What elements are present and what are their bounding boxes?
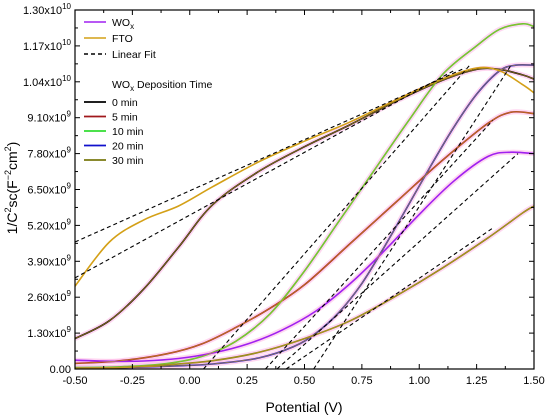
y-tick-label: 6.50x109 [27, 182, 71, 197]
legend-group-label-2: 10 min [112, 126, 144, 138]
y-tick-label: 1.04x1010 [23, 74, 72, 89]
legend-group-label-1: 5 min [112, 112, 138, 124]
legend-label-0: WOx [112, 17, 134, 31]
series-overlay-4 [75, 205, 534, 369]
legend-group-label-4: 30 min [112, 155, 144, 167]
y-tick-label: 3.90x109 [27, 253, 71, 268]
series-overlay-2 [75, 23, 534, 368]
legend-group-title: WOx Deposition Time [112, 79, 212, 93]
series-line-wox [75, 151, 534, 363]
axis-layer: -0.50 -0.25 0.00 0.25 0.50 0.75 1.00 1.25 1.50 0.… [23, 2, 545, 387]
x-tick-label: 0.75 [351, 375, 372, 387]
y-tick-label: 1.17x1010 [23, 38, 72, 53]
x-tick-label: 1.00 [409, 375, 430, 387]
x-tick-label: -0.25 [120, 375, 145, 387]
x-tick-label: 0.25 [236, 375, 257, 387]
linear-fit-4 [313, 64, 512, 369]
legend: WOx FTO Linear Fit WOx Deposition Time 0 min… [84, 17, 212, 167]
series-line-fto [75, 66, 534, 287]
series-overlay-0 [75, 67, 534, 339]
series-band-5 [75, 149, 534, 364]
legend-group-label-0: 0 min [112, 97, 138, 109]
y-tick-label: 1.30x109 [27, 325, 71, 340]
x-tick-label: 1.25 [466, 375, 487, 387]
plot-layer [75, 21, 534, 369]
series-overlay-1 [75, 111, 534, 364]
y-tick-label: 9.10x109 [27, 110, 71, 125]
plot-frame [74, 9, 535, 370]
y-tick-label: 2.60x109 [27, 289, 71, 304]
x-axis-title: Potential (V) [265, 399, 342, 415]
legend-group-label-3: 20 min [112, 141, 144, 153]
y-tick-label: 7.80x109 [27, 146, 71, 161]
linear-fit-2 [203, 64, 471, 369]
y-tick-label: 5.20x109 [27, 217, 71, 232]
x-tick-label: 1.50 [523, 375, 544, 387]
series-overlay-3 [75, 64, 534, 369]
y-tick-label: 0.00 [50, 364, 71, 376]
y-axis-title: 1/C2sc(F−2cm2) [3, 142, 20, 235]
linear-fit-3 [265, 120, 494, 369]
plot-area [75, 21, 534, 369]
legend-label-1: FTO [112, 33, 133, 45]
legend-label-2: Linear Fit [112, 49, 156, 61]
x-tick-label: 0.50 [294, 375, 315, 387]
x-tick-label: -0.50 [62, 375, 87, 387]
linear-fit-0 [75, 67, 466, 243]
y-tick-label: 1.30x1010 [23, 2, 72, 17]
linear-fit-1 [75, 70, 454, 279]
x-tick-label: 0.00 [179, 375, 200, 387]
linear-fit-5 [276, 153, 519, 369]
